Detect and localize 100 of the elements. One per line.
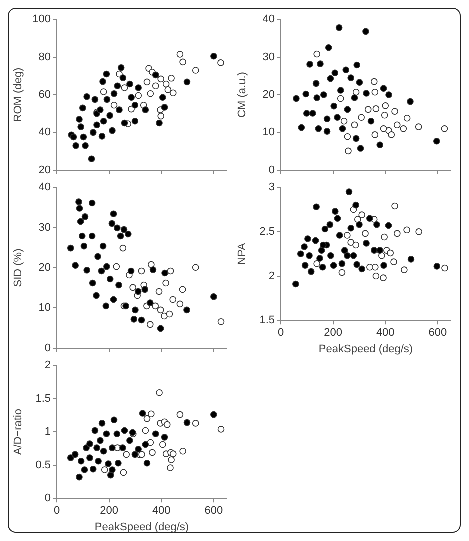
point [344, 106, 352, 114]
point [170, 296, 177, 304]
point [176, 300, 184, 308]
point [81, 466, 88, 474]
point [121, 120, 128, 127]
point [351, 94, 358, 102]
point [434, 263, 441, 270]
point [160, 441, 166, 448]
point [82, 142, 89, 150]
point [158, 112, 164, 120]
point [120, 444, 126, 452]
point [84, 267, 90, 274]
x-tick-label: 200 [324, 327, 342, 340]
point [166, 310, 174, 318]
point [394, 122, 401, 129]
point [110, 102, 118, 109]
point [344, 133, 352, 140]
point [168, 456, 175, 464]
point [341, 247, 348, 254]
point [354, 261, 361, 268]
point [88, 232, 96, 240]
y-tick-label: 100 [32, 14, 51, 26]
point [358, 266, 366, 273]
point [109, 466, 116, 474]
y-tick-label: 80 [38, 51, 51, 64]
point [138, 316, 146, 324]
point [350, 252, 358, 260]
point [394, 230, 401, 238]
point [135, 84, 142, 92]
point [78, 232, 86, 240]
point [125, 230, 132, 238]
point [79, 104, 86, 112]
point [98, 268, 106, 275]
point [109, 127, 116, 134]
point [338, 260, 346, 268]
point [89, 280, 96, 287]
point [316, 255, 324, 262]
point [94, 122, 100, 129]
point [80, 134, 88, 141]
point [372, 272, 380, 280]
point [366, 264, 374, 271]
point [337, 87, 344, 94]
point [381, 112, 388, 119]
point [100, 78, 106, 86]
point [130, 316, 138, 323]
point [386, 92, 392, 98]
point [86, 440, 94, 448]
point [304, 236, 312, 242]
point [382, 102, 390, 110]
point [363, 90, 370, 97]
point [152, 82, 160, 90]
point [167, 268, 174, 275]
point [142, 441, 150, 448]
point [176, 51, 184, 58]
point [176, 411, 184, 418]
point [415, 124, 422, 130]
point [156, 120, 163, 127]
y-tick-label: 2 [44, 360, 51, 372]
point [135, 446, 142, 453]
point [314, 260, 320, 268]
point [142, 286, 149, 294]
point [218, 60, 224, 66]
point [315, 126, 322, 132]
point [109, 444, 116, 452]
point [306, 252, 313, 260]
point [334, 114, 341, 122]
point [390, 258, 398, 266]
point [76, 198, 82, 206]
point [110, 416, 118, 424]
point [378, 252, 386, 260]
point [157, 306, 164, 314]
point [380, 126, 388, 132]
y-tick-label: 1.5 [36, 392, 51, 405]
point [352, 88, 360, 96]
point [162, 270, 168, 277]
point [322, 226, 329, 233]
point [380, 262, 388, 270]
point [332, 70, 339, 77]
point [298, 124, 306, 132]
x-tick-label: 0 [54, 505, 60, 518]
point [318, 247, 326, 254]
point [114, 430, 121, 438]
point [339, 126, 346, 132]
point [100, 448, 108, 455]
point [114, 224, 121, 232]
point [149, 449, 156, 456]
point [156, 288, 163, 296]
point [98, 420, 106, 427]
point [126, 437, 134, 444]
x-tick-label: 600 [428, 327, 448, 340]
point [381, 234, 388, 241]
point [167, 464, 174, 472]
point [146, 321, 154, 328]
point [103, 70, 110, 78]
point [184, 419, 191, 426]
point [132, 102, 139, 109]
point [78, 124, 84, 130]
point [320, 242, 327, 249]
point [370, 78, 378, 86]
point [132, 306, 139, 314]
